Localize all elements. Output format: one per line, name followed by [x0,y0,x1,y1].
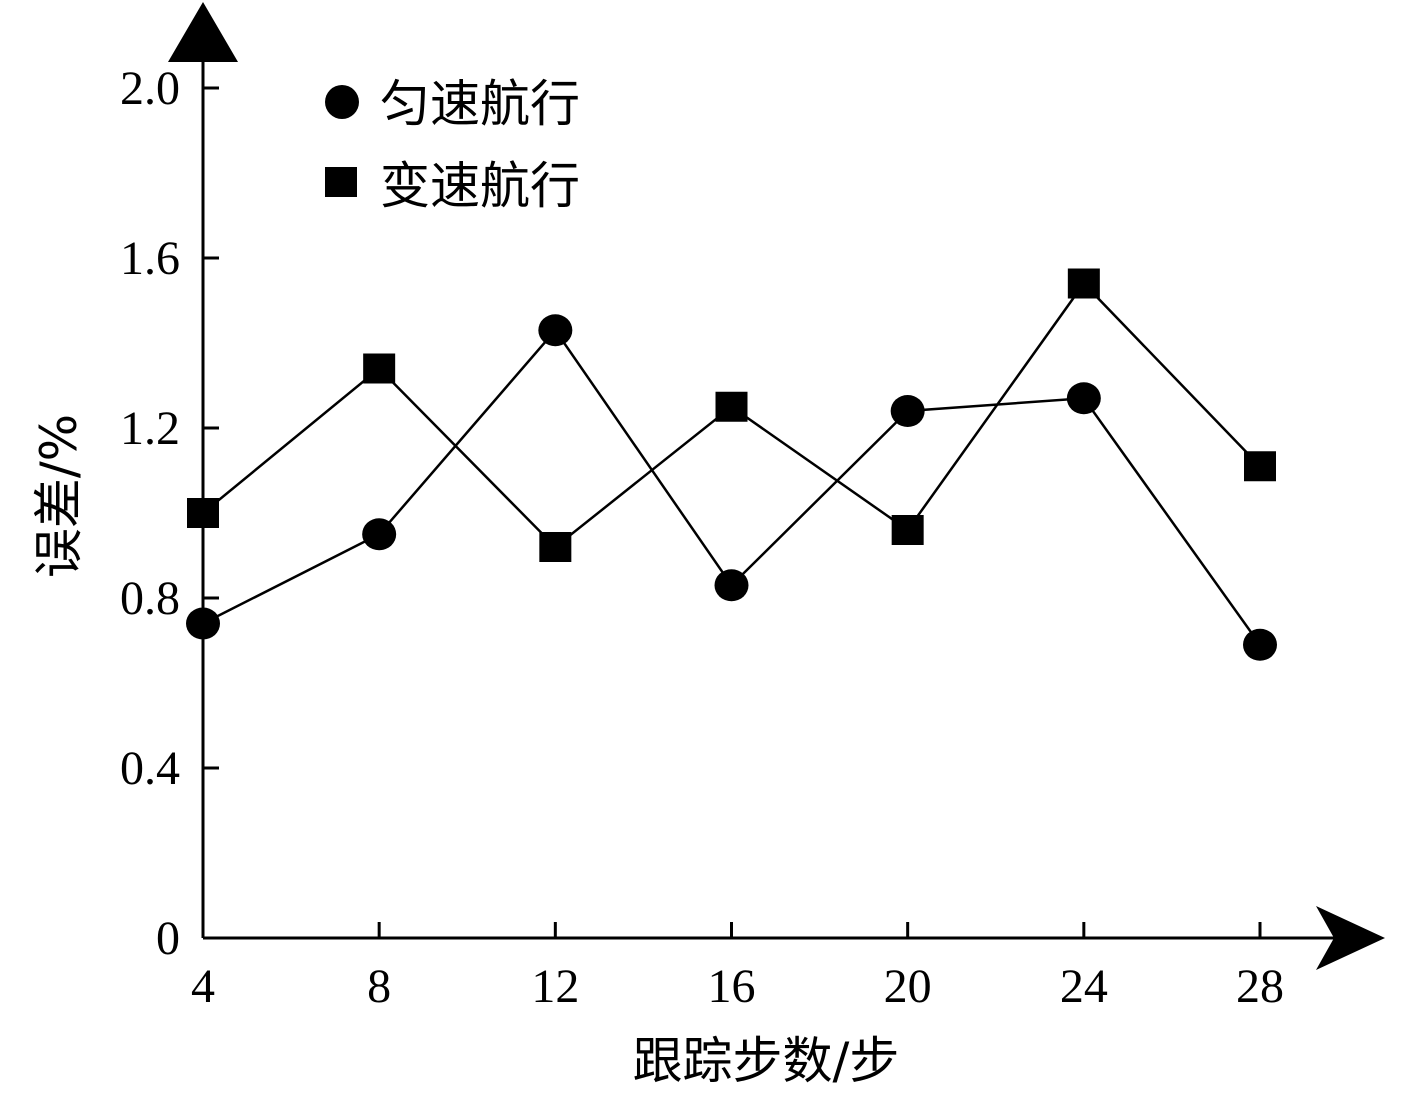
data-point-circle [538,314,573,347]
data-point-square [1067,268,1100,299]
data-point-circle [186,607,220,640]
x-axis-title: 跟踪步数/步 [633,1032,900,1090]
x-tick-label: 16 [708,960,756,1013]
data-point-circle [714,569,749,602]
x-tick-label: 28 [1236,960,1284,1013]
y-tick-label: 0.8 [120,572,180,625]
legend-label-series-2: 变速航行 [380,157,580,215]
x-tick-label: 8 [367,960,391,1013]
data-point-circle [890,395,925,427]
y-tick-label: 0 [156,912,180,965]
y-ticks: 0 0.4 0.8 1.2 1.6 2.0 [120,62,219,965]
x-ticks: 4 8 12 16 20 24 28 [191,922,1284,1013]
y-tick-label: 1.6 [120,232,180,285]
y-axis-title: 误差/% [30,414,88,578]
y-axis-arrow-icon [168,2,238,62]
legend: 匀速航行 变速航行 [325,75,580,215]
x-tick-label: 20 [884,960,932,1013]
data-point-square [891,515,924,545]
axes [168,2,1385,970]
x-tick-label: 24 [1060,960,1108,1013]
legend-marker-square [325,167,357,197]
data-point-circle [362,518,397,551]
data-point-square [187,498,219,528]
x-axis-arrow-icon [1316,906,1385,970]
y-tick-label: 2.0 [120,62,180,115]
data-point-square [363,353,396,384]
data-point-square [1244,451,1276,482]
series-layer [186,268,1277,661]
legend-marker-circle [325,85,359,119]
x-tick-label: 12 [531,960,579,1013]
data-point-square [539,532,572,562]
data-point-circle [1066,382,1101,415]
data-point-circle [1243,628,1277,661]
y-tick-label: 1.2 [120,402,180,455]
data-point-square [715,391,748,422]
y-tick-label: 0.4 [120,742,180,795]
legend-label-series-1: 匀速航行 [380,75,580,133]
x-tick-label: 4 [191,960,215,1013]
